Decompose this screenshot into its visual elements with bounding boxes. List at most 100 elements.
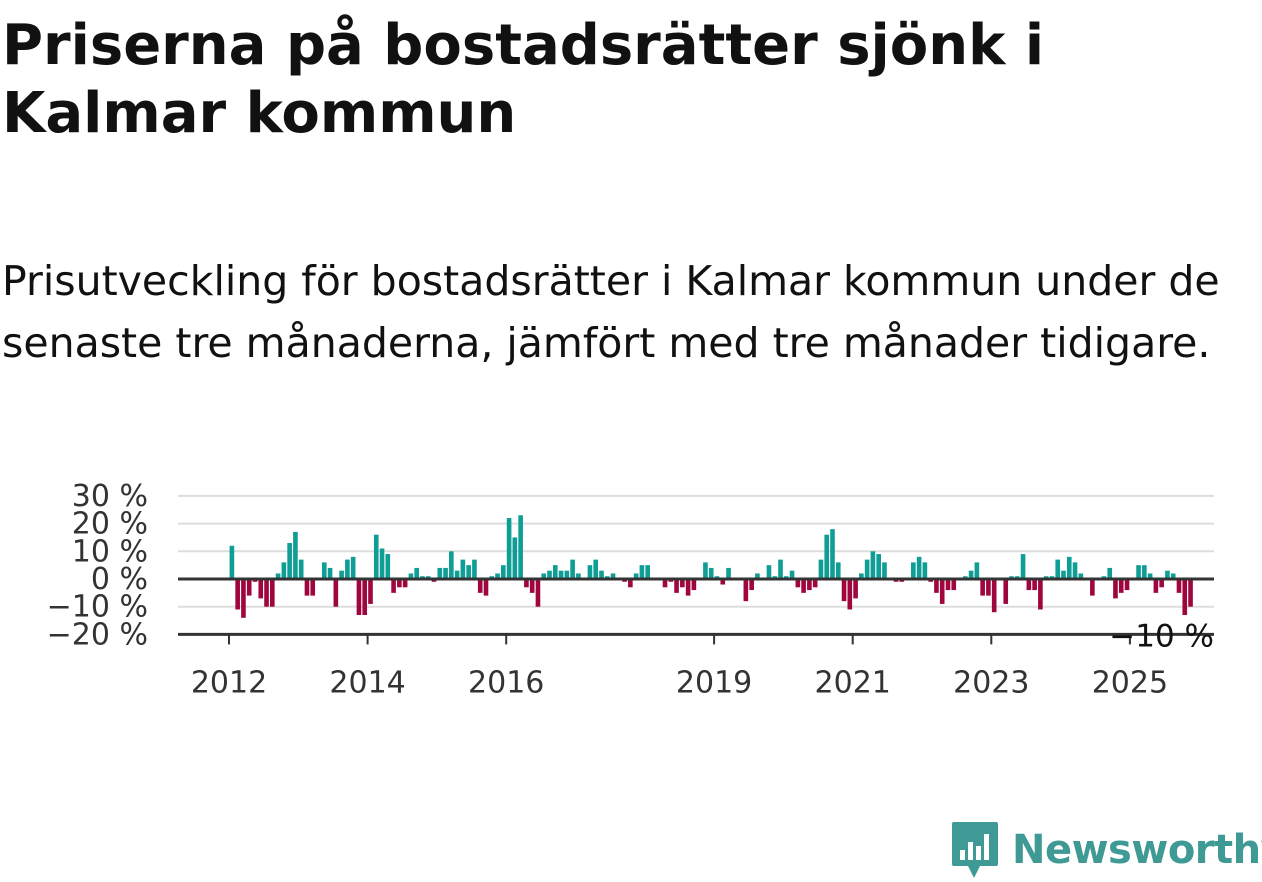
bar — [518, 515, 523, 579]
bar — [293, 531, 298, 579]
bar — [847, 579, 853, 610]
bar — [830, 529, 835, 579]
bar — [437, 567, 443, 579]
bar-chart: 30 %20 %10 %0 %−10 %−20 %2012 2014 2016 201… — [47, 479, 1214, 700]
bar — [1072, 562, 1078, 579]
bar — [685, 579, 691, 596]
bar — [327, 567, 333, 579]
bar — [743, 579, 749, 602]
bar — [812, 579, 818, 588]
bar — [1078, 573, 1084, 579]
bar — [339, 570, 344, 579]
bar — [321, 562, 327, 579]
bar — [1032, 579, 1037, 591]
bar — [443, 567, 448, 579]
bar — [818, 559, 824, 579]
y-tick-label: −10 % — [47, 590, 148, 625]
bar — [587, 565, 593, 579]
bar — [379, 548, 385, 579]
y-tick-label: 20 % — [72, 507, 148, 542]
bar — [529, 579, 535, 593]
bar — [350, 556, 356, 579]
bar — [1136, 565, 1141, 579]
bar — [264, 579, 269, 607]
y-tick-label: −20 % — [47, 617, 148, 652]
bar — [610, 573, 616, 579]
bar — [241, 579, 246, 618]
bar — [408, 573, 414, 579]
bar — [535, 579, 541, 607]
bar — [766, 565, 772, 579]
bar — [824, 534, 830, 579]
bar — [246, 579, 252, 596]
bar — [1107, 567, 1112, 579]
bar — [986, 579, 991, 596]
bar — [1003, 579, 1009, 604]
bar — [501, 565, 506, 579]
bar — [1090, 579, 1095, 596]
bar — [1170, 573, 1176, 579]
bar — [1026, 579, 1032, 591]
bar — [749, 579, 754, 591]
bar — [304, 579, 310, 596]
bar — [345, 559, 350, 579]
bar — [876, 554, 881, 579]
bar — [1182, 579, 1188, 616]
bar — [570, 559, 575, 579]
end-label-dot — [1207, 633, 1211, 637]
bar — [524, 579, 529, 588]
bar — [1165, 570, 1170, 579]
bar — [235, 579, 240, 610]
bar — [991, 579, 997, 613]
x-tick-label: 2021 — [815, 665, 891, 700]
bar — [552, 565, 558, 579]
bar — [916, 556, 922, 579]
bar — [298, 559, 304, 579]
bar — [1113, 579, 1118, 599]
bar — [1055, 559, 1061, 579]
bar — [1066, 556, 1072, 579]
bar — [639, 565, 645, 579]
x-tick-label: 2012 — [191, 665, 267, 700]
y-tick-label: 10 % — [72, 534, 148, 569]
bar — [477, 579, 483, 593]
bar — [807, 579, 812, 591]
bar — [859, 573, 864, 579]
bar — [270, 579, 275, 607]
bar — [506, 518, 512, 579]
bar — [789, 570, 795, 579]
bar — [356, 579, 362, 616]
bar — [703, 562, 708, 579]
bar — [449, 551, 454, 579]
bar — [633, 573, 639, 579]
x-tick-label: 2016 — [468, 665, 544, 700]
bar — [1153, 579, 1159, 593]
bar — [258, 579, 264, 599]
bar — [853, 579, 858, 599]
bar — [974, 562, 980, 579]
bar — [414, 567, 419, 579]
x-tick-label: 2019 — [676, 665, 752, 700]
bar — [310, 579, 316, 596]
bar — [1147, 573, 1153, 579]
chart-subtitle: Prisutveckling för bostadsrätter i Kalma… — [2, 257, 1220, 367]
bar — [720, 579, 726, 585]
bar — [980, 579, 985, 596]
bar — [1020, 554, 1026, 579]
bar — [541, 573, 547, 579]
bar — [281, 562, 287, 579]
bar — [368, 579, 373, 604]
bar — [708, 567, 714, 579]
bar — [841, 579, 847, 602]
bar — [576, 573, 581, 579]
bar — [951, 579, 957, 591]
axes — [178, 577, 1214, 645]
bar — [922, 562, 928, 579]
bar — [968, 570, 974, 579]
bar — [333, 579, 339, 607]
bar — [674, 579, 679, 593]
bar — [691, 579, 697, 591]
chart-title: Priserna på bostadsrätter sjönk i Kalmar… — [2, 13, 1045, 146]
bar — [466, 565, 471, 579]
bar — [662, 579, 668, 588]
